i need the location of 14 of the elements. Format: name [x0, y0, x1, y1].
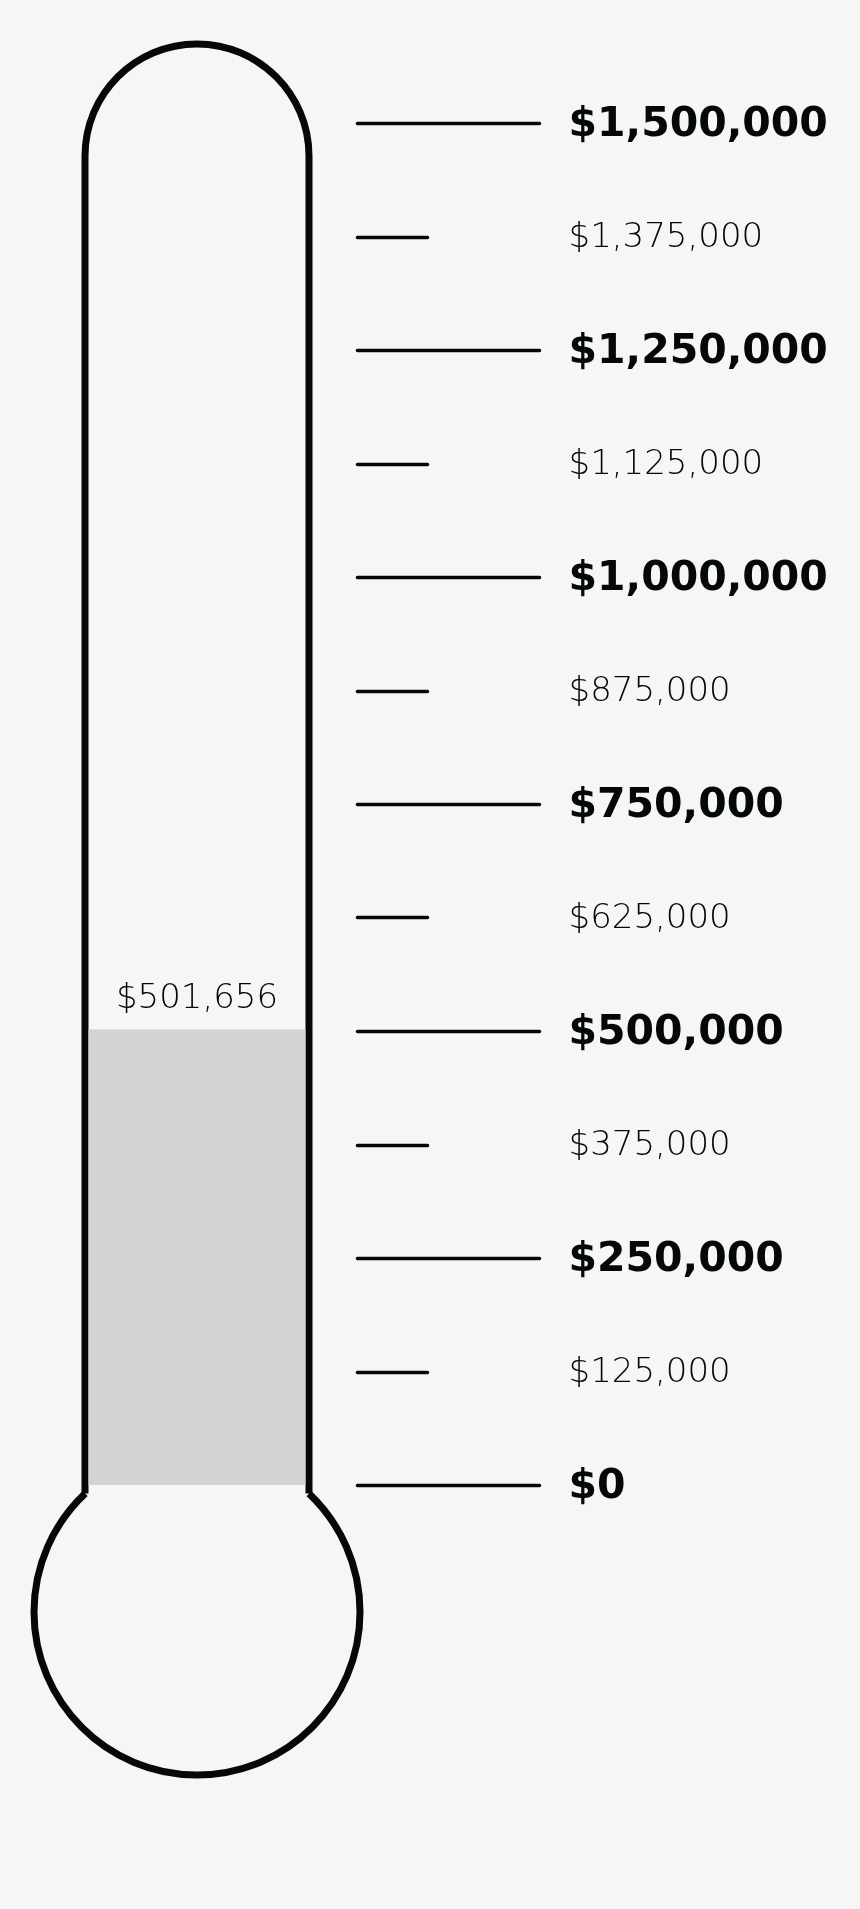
y-tick-label: $250,000 [568, 1232, 784, 1281]
y-tick-label: $875,000 [568, 669, 731, 709]
y-tick-label: $1,000,000 [568, 551, 828, 600]
y-tick-label: $1,125,000 [568, 442, 764, 482]
y-tick-label: $1,250,000 [568, 324, 828, 373]
y-tick-label: $1,375,000 [568, 215, 764, 255]
y-tick-label: $125,000 [568, 1350, 731, 1390]
y-tick-label: $500,000 [568, 1005, 784, 1054]
y-tick-label: $625,000 [568, 896, 731, 936]
y-tick-label: $0 [568, 1459, 626, 1508]
data-label: $501,656 [115, 976, 279, 1017]
y-tick-label: $1,500,000 [568, 97, 828, 146]
y-tick-label: $750,000 [568, 778, 784, 827]
y-tick-label: $375,000 [568, 1123, 731, 1163]
